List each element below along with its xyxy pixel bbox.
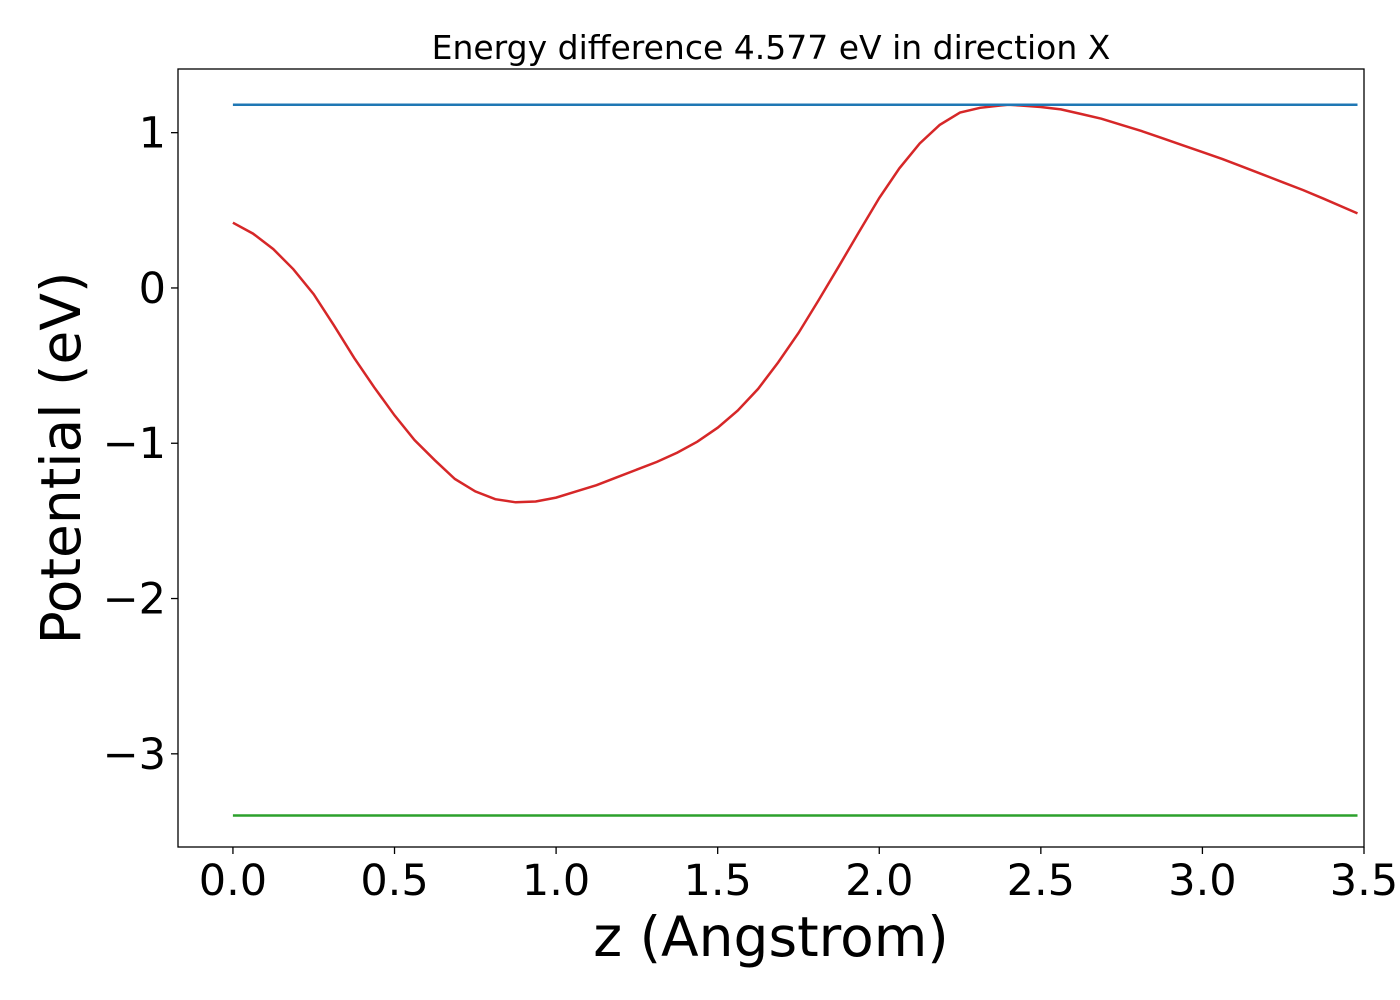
y-tick-label: −3 — [103, 730, 166, 780]
plot-frame — [177, 68, 1365, 848]
series-line-1 — [232, 103, 1358, 504]
y-axis-ticks: 1 0 −1 −2 −3 — [103, 109, 178, 780]
y-tick-label: −1 — [103, 419, 166, 469]
x-tick-label: 0.0 — [199, 856, 267, 906]
chart-title: Energy difference 4.577 eV in direction … — [432, 28, 1111, 67]
x-tick-label: 1.0 — [522, 856, 590, 906]
x-tick-label: 3.0 — [1168, 856, 1236, 906]
x-tick-label: 2.5 — [1007, 856, 1075, 906]
y-tick-label: 1 — [139, 109, 166, 159]
x-axis-ticks: 0.0 0.5 1.0 1.5 2.0 2.5 3.0 3.5 — [199, 847, 1398, 906]
y-tick-label: 0 — [139, 264, 166, 314]
plot-area — [232, 103, 1358, 817]
y-tick-label: −2 — [103, 575, 166, 625]
x-tick-label: 0.5 — [360, 856, 428, 906]
x-axis-label: z (Angstrom) — [593, 905, 949, 969]
x-tick-label: 1.5 — [683, 856, 751, 906]
y-axis-label: Potential (eV) — [29, 272, 93, 645]
x-tick-label: 2.0 — [845, 856, 913, 906]
x-tick-label: 3.5 — [1330, 856, 1398, 906]
